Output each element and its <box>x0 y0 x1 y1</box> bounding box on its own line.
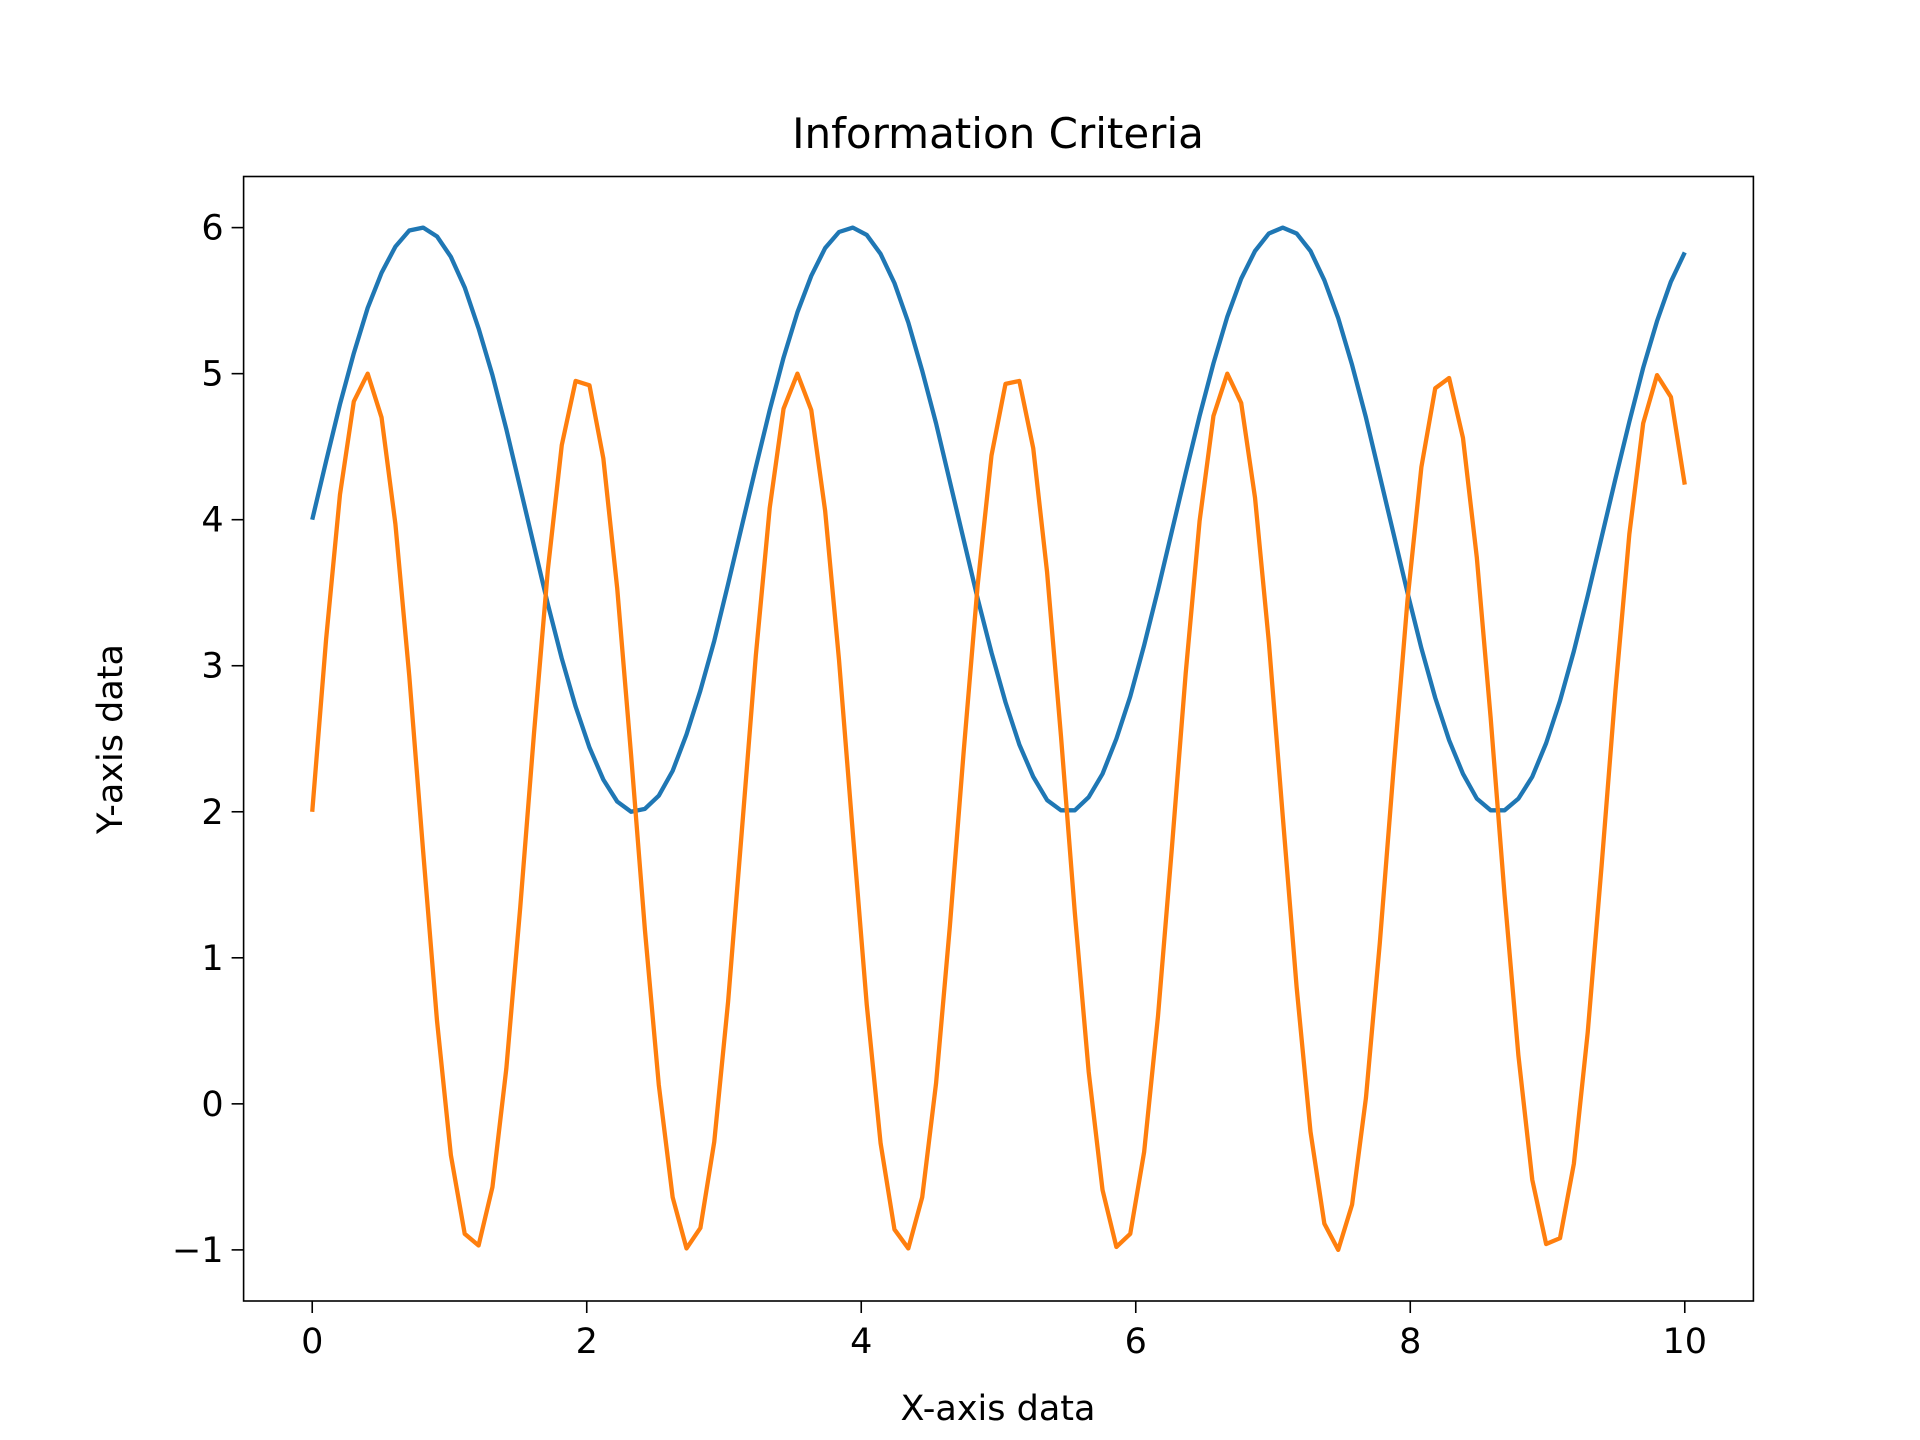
chart-title: Information Criteria <box>792 109 1204 158</box>
plot-frame <box>242 175 1755 1302</box>
x-tick-label: 0 <box>301 1322 323 1362</box>
y-tick-label: 2 <box>201 793 223 833</box>
series-line <box>310 371 1687 1253</box>
y-tick-label: 3 <box>201 647 223 687</box>
y-tick-label: 4 <box>201 501 223 541</box>
y-tick-label: 5 <box>201 355 223 395</box>
series-line <box>310 225 1687 814</box>
x-tick-label: 4 <box>850 1322 872 1362</box>
y-tick-label: −1 <box>172 1231 224 1271</box>
y-tick-label: 1 <box>201 939 223 979</box>
y-tick-label: 0 <box>201 1085 223 1125</box>
x-tick-label: 6 <box>1125 1322 1147 1362</box>
y-axis-label: Y-axis data <box>91 644 131 835</box>
x-axis-label: X-axis data <box>901 1389 1096 1429</box>
y-tick-label: 6 <box>201 209 223 249</box>
x-tick-label: 8 <box>1399 1322 1421 1362</box>
x-tick-label: 10 <box>1662 1322 1707 1362</box>
x-tick-label: 2 <box>576 1322 598 1362</box>
